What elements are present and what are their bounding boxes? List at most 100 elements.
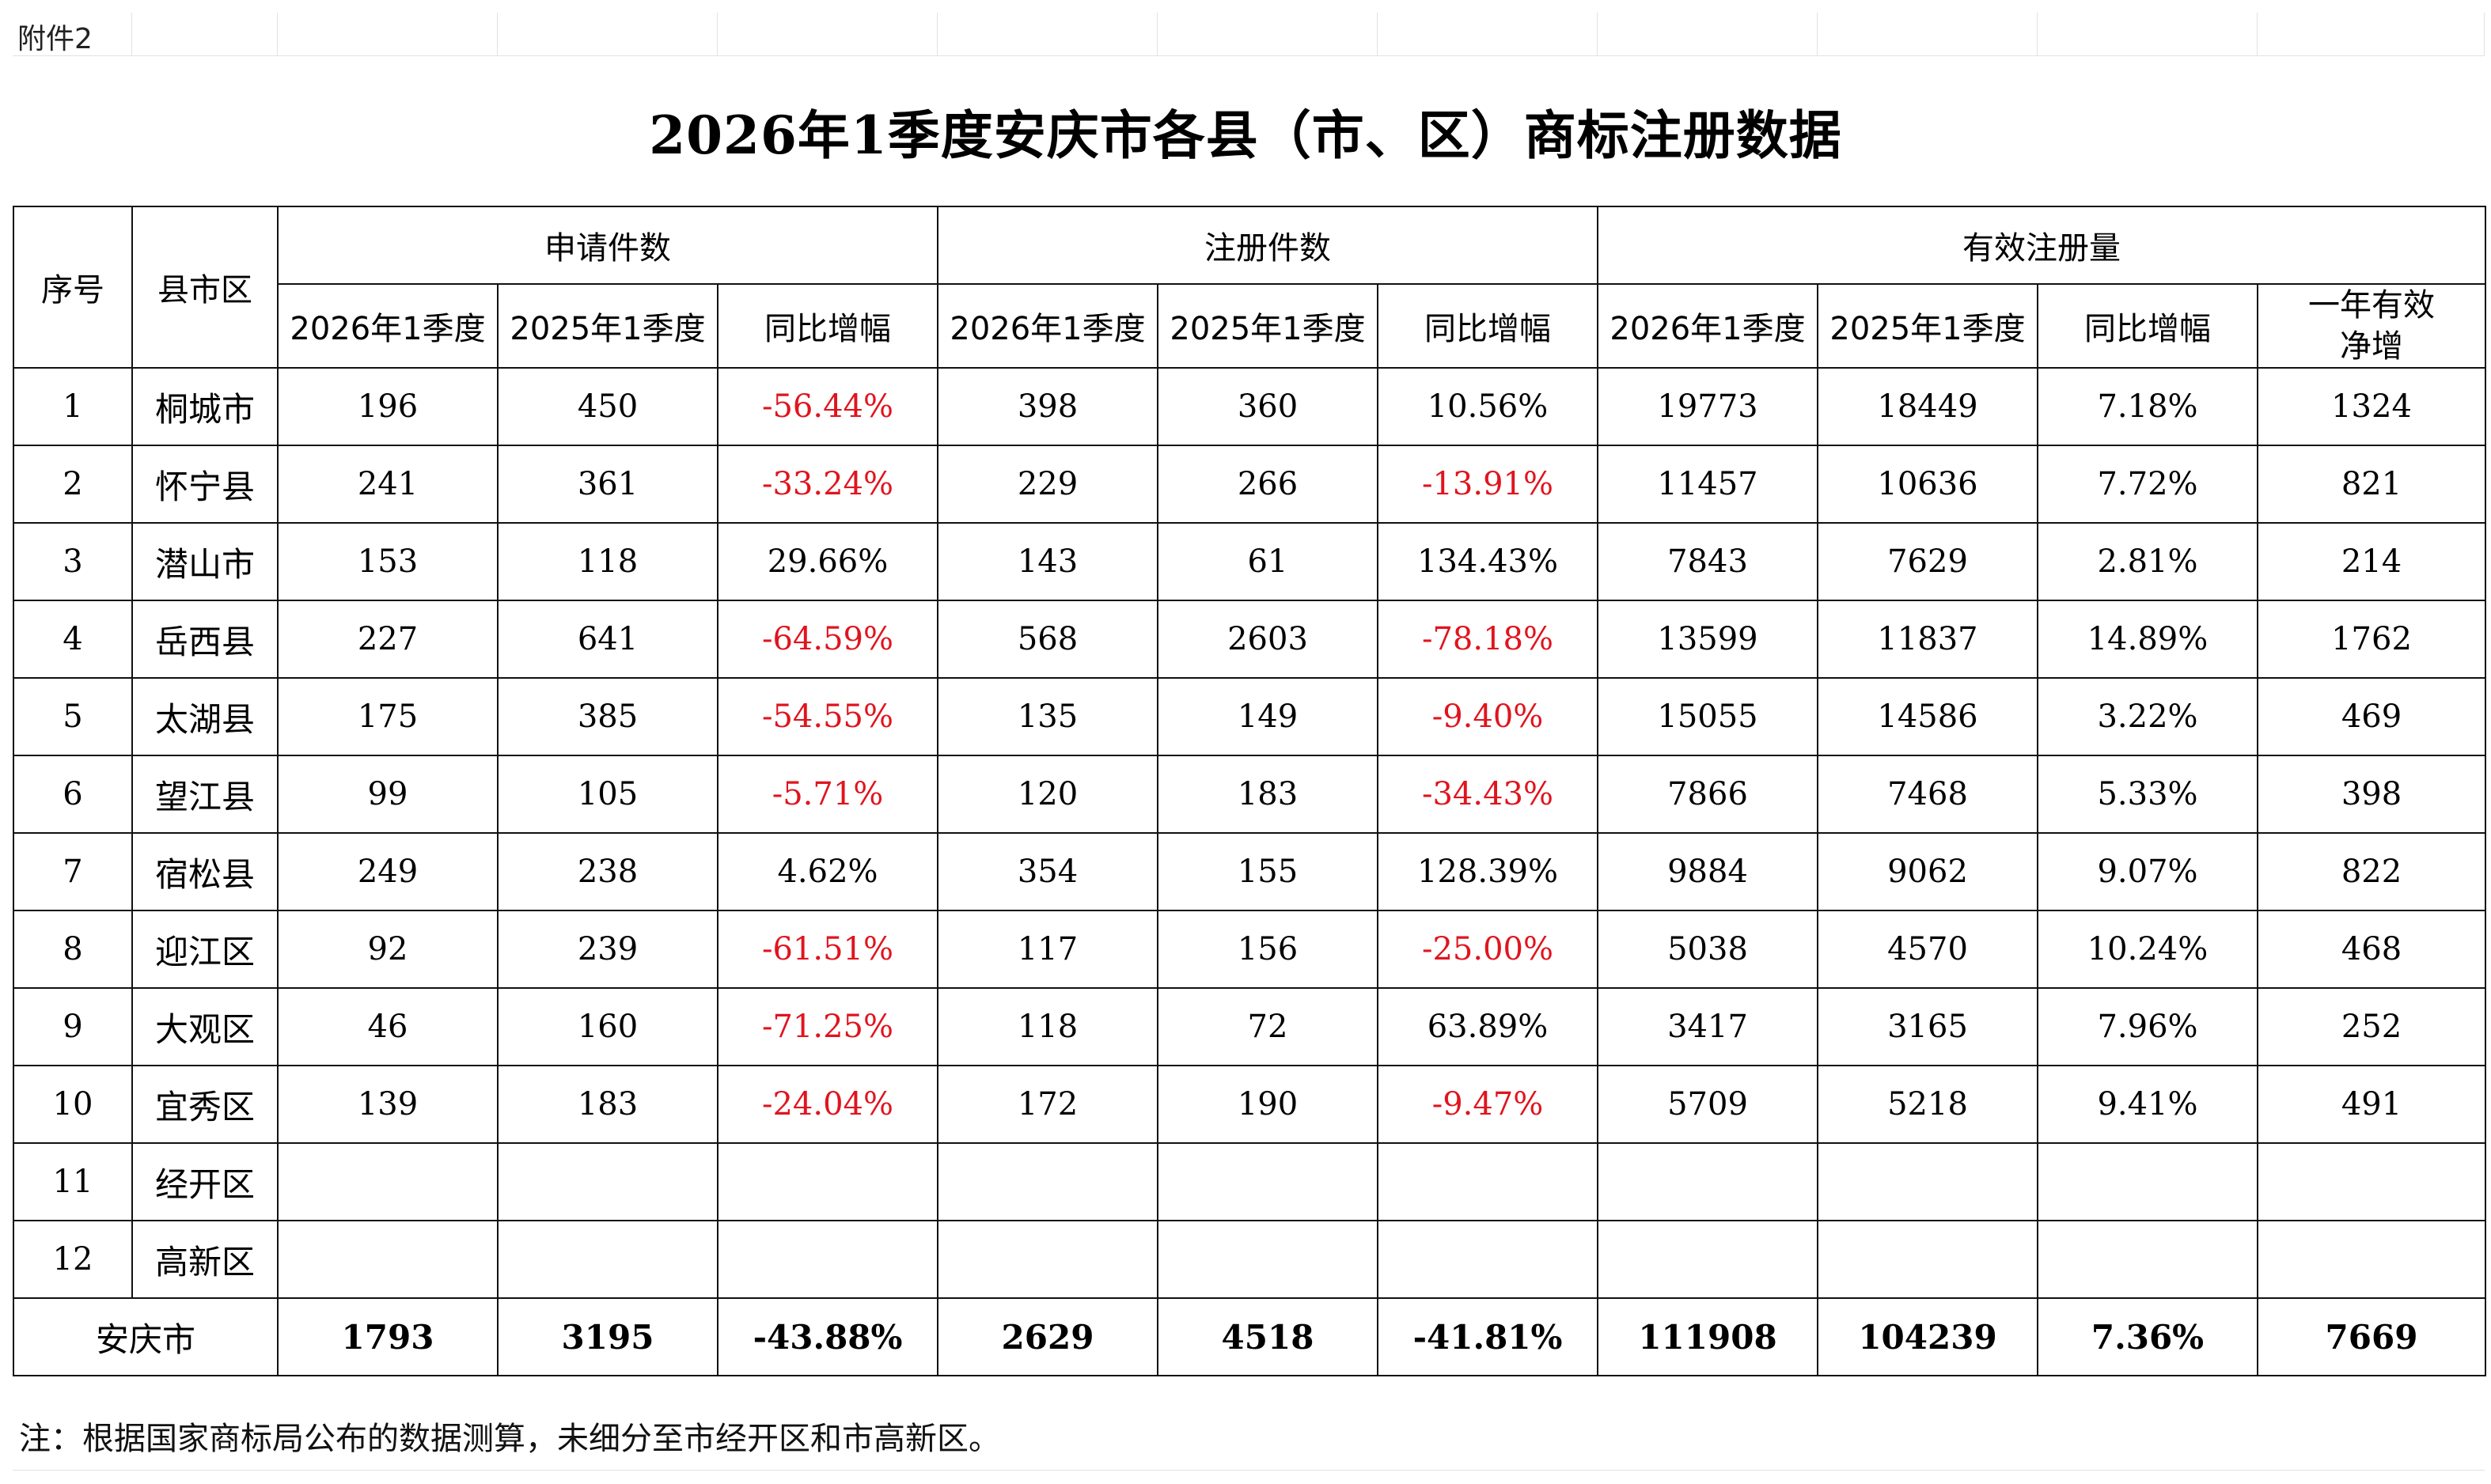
total-register-2026: 2629: [937, 1297, 1158, 1376]
county-cell: 宜秀区: [131, 1065, 279, 1144]
valid-2026-cell: 7866: [1597, 755, 1818, 834]
header-county: 县市区: [131, 206, 279, 369]
apply-yoy-cell: [717, 1220, 938, 1299]
county-cell: 经开区: [131, 1142, 279, 1221]
table-row: 8 迎江区 92 239 -61.51% 117 156 -25.00% 5038 4570 10.…: [13, 910, 2486, 989]
sheet-top-grid: [13, 13, 2485, 56]
register-2026-cell: 118: [937, 987, 1158, 1066]
valid-2025-cell: 11837: [1817, 600, 2038, 679]
apply-yoy-cell: -61.51%: [717, 910, 938, 989]
valid-2026-cell: 15055: [1597, 677, 1818, 756]
apply-2026-cell: 92: [277, 910, 499, 989]
register-yoy-cell: -25.00%: [1377, 910, 1598, 989]
seq-cell: 1: [13, 367, 133, 446]
apply-yoy-cell: 29.66%: [717, 522, 938, 601]
header-apply-2026: 2026年1季度: [277, 283, 499, 369]
header-seq: 序号: [13, 206, 133, 369]
apply-2026-cell: 139: [277, 1065, 499, 1144]
apply-yoy-cell: 4.62%: [717, 832, 938, 911]
apply-2025-cell: 385: [497, 677, 718, 756]
valid-yoy-cell: 14.89%: [2037, 600, 2258, 679]
register-2025-cell: 61: [1157, 522, 1378, 601]
register-yoy-cell: -9.40%: [1377, 677, 1598, 756]
net-increase-cell: 214: [2257, 522, 2486, 601]
valid-yoy-cell: 7.72%: [2037, 445, 2258, 524]
register-yoy-cell: 134.43%: [1377, 522, 1598, 601]
apply-yoy-cell: -54.55%: [717, 677, 938, 756]
register-2025-cell: 2603: [1157, 600, 1378, 679]
table-row: 3 潜山市 153 118 29.66% 143 61 134.43% 7843 7629 2.81…: [13, 522, 2486, 601]
net-increase-cell: 491: [2257, 1065, 2486, 1144]
valid-2025-cell: [1817, 1142, 2038, 1221]
header-register-2026: 2026年1季度: [937, 283, 1158, 369]
register-yoy-cell: [1377, 1220, 1598, 1299]
county-cell: 宿松县: [131, 832, 279, 911]
valid-2026-cell: 7843: [1597, 522, 1818, 601]
header-net-line2: 净增: [2340, 328, 2403, 365]
apply-2026-cell: 227: [277, 600, 499, 679]
register-2026-cell: 398: [937, 367, 1158, 446]
total-register-yoy: -41.81%: [1377, 1297, 1598, 1376]
net-increase-cell: 822: [2257, 832, 2486, 911]
seq-cell: 12: [13, 1220, 133, 1299]
table-row: 5 太湖县 175 385 -54.55% 135 149 -9.40% 15055 14586 3…: [13, 677, 2486, 756]
total-net-increase: 7669: [2257, 1297, 2486, 1376]
county-cell: 桐城市: [131, 367, 279, 446]
total-apply-2025: 3195: [497, 1297, 718, 1376]
net-increase-cell: 252: [2257, 987, 2486, 1066]
seq-cell: 11: [13, 1142, 133, 1221]
apply-2025-cell: 361: [497, 445, 718, 524]
valid-2026-cell: [1597, 1220, 1818, 1299]
valid-2026-cell: 19773: [1597, 367, 1818, 446]
header-register-2025: 2025年1季度: [1157, 283, 1378, 369]
valid-yoy-cell: 5.33%: [2037, 755, 2258, 834]
header-apply-yoy: 同比增幅: [717, 283, 938, 369]
net-increase-cell: [2257, 1142, 2486, 1221]
header-valid-2026: 2026年1季度: [1597, 283, 1818, 369]
valid-yoy-cell: 3.22%: [2037, 677, 2258, 756]
register-2025-cell: 155: [1157, 832, 1378, 911]
net-increase-cell: 1762: [2257, 600, 2486, 679]
apply-2026-cell: 196: [277, 367, 499, 446]
table-row: 12 高新区: [13, 1220, 2486, 1299]
county-cell: 高新区: [131, 1220, 279, 1299]
valid-2026-cell: 9884: [1597, 832, 1818, 911]
register-2025-cell: [1157, 1220, 1378, 1299]
apply-2026-cell: 249: [277, 832, 499, 911]
apply-2026-cell: 175: [277, 677, 499, 756]
apply-2025-cell: 450: [497, 367, 718, 446]
valid-2026-cell: 3417: [1597, 987, 1818, 1066]
apply-2025-cell: 238: [497, 832, 718, 911]
register-2025-cell: 266: [1157, 445, 1378, 524]
register-yoy-cell: -34.43%: [1377, 755, 1598, 834]
register-yoy-cell: 10.56%: [1377, 367, 1598, 446]
valid-yoy-cell: 2.81%: [2037, 522, 2258, 601]
header-group-valid: 有效注册量: [1597, 206, 2486, 285]
apply-yoy-cell: -33.24%: [717, 445, 938, 524]
header-group-apply: 申请件数: [277, 206, 938, 285]
register-2026-cell: 172: [937, 1065, 1158, 1144]
net-increase-cell: 469: [2257, 677, 2486, 756]
total-name: 安庆市: [13, 1297, 279, 1376]
valid-yoy-cell: 9.41%: [2037, 1065, 2258, 1144]
net-increase-cell: 1324: [2257, 367, 2486, 446]
register-yoy-cell: 63.89%: [1377, 987, 1598, 1066]
register-2026-cell: 229: [937, 445, 1158, 524]
header-row-1: 序号 县市区 申请件数 注册件数 有效注册量: [13, 206, 2486, 369]
valid-2025-cell: 7468: [1817, 755, 2038, 834]
apply-yoy-cell: -5.71%: [717, 755, 938, 834]
valid-2025-cell: [1817, 1220, 2038, 1299]
header-valid-2025: 2025年1季度: [1817, 283, 2038, 369]
apply-2026-cell: 99: [277, 755, 499, 834]
apply-2025-cell: 105: [497, 755, 718, 834]
valid-2025-cell: 5218: [1817, 1065, 2038, 1144]
seq-cell: 2: [13, 445, 133, 524]
table-row: 9 大观区 46 160 -71.25% 118 72 63.89% 3417 3165 7.96%…: [13, 987, 2486, 1066]
register-yoy-cell: -13.91%: [1377, 445, 1598, 524]
register-2026-cell: 568: [937, 600, 1158, 679]
register-2025-cell: 156: [1157, 910, 1378, 989]
apply-2025-cell: [497, 1142, 718, 1221]
register-2025-cell: 183: [1157, 755, 1378, 834]
register-2026-cell: [937, 1142, 1158, 1221]
county-cell: 怀宁县: [131, 445, 279, 524]
